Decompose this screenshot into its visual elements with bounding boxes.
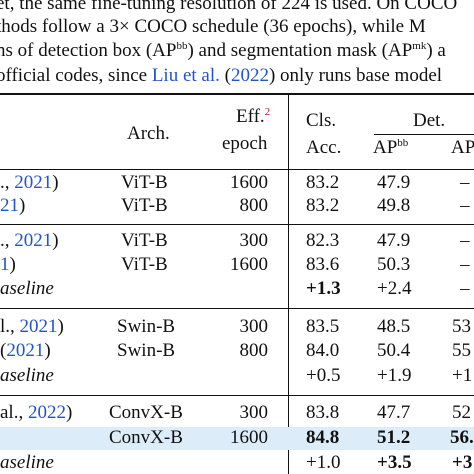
citation-link-liu[interactable]: Liu et al. (2022)	[151, 65, 276, 86]
citation-link[interactable]: 21	[0, 195, 19, 216]
header-ap-mk: AP	[451, 137, 474, 158]
citation-link[interactable]: 2021	[14, 172, 53, 193]
header-ap-bb: APbb	[373, 137, 409, 158]
table-top-rule	[0, 93, 474, 95]
header-eff: Eff.2	[236, 106, 271, 127]
det-group-rule	[374, 134, 474, 135]
header-det: Det.	[413, 110, 446, 131]
header-acc: Acc.	[306, 137, 342, 158]
column-separator	[288, 95, 289, 474]
header-epoch: epoch	[222, 133, 268, 154]
group-rule-3	[0, 395, 474, 396]
highlight-row-background	[0, 427, 474, 450]
group-rule-1	[0, 224, 474, 225]
header-arch: Arch.	[127, 123, 170, 144]
citation-link[interactable]: 2021	[14, 230, 53, 251]
header-cls: Cls.	[306, 110, 337, 131]
group-rule-2	[0, 308, 474, 309]
citation-link[interactable]: 2021	[19, 316, 58, 337]
citation-link[interactable]: 2022	[27, 402, 66, 423]
caption-line-2: thods follow a 3× COCO schedule (36 epoc…	[0, 16, 426, 37]
header-bottom-rule	[0, 169, 474, 170]
citation-link[interactable]: 1	[0, 254, 10, 275]
citation-link[interactable]: 2021	[6, 340, 45, 361]
caption-line-1: et, the same fine-tuning resolution of 2…	[0, 0, 458, 14]
caption-line-4: official codes, since Liu et al. (2022) …	[0, 65, 443, 86]
caption-line-3: ns of detection box (APbb) and segmentat…	[0, 40, 446, 61]
